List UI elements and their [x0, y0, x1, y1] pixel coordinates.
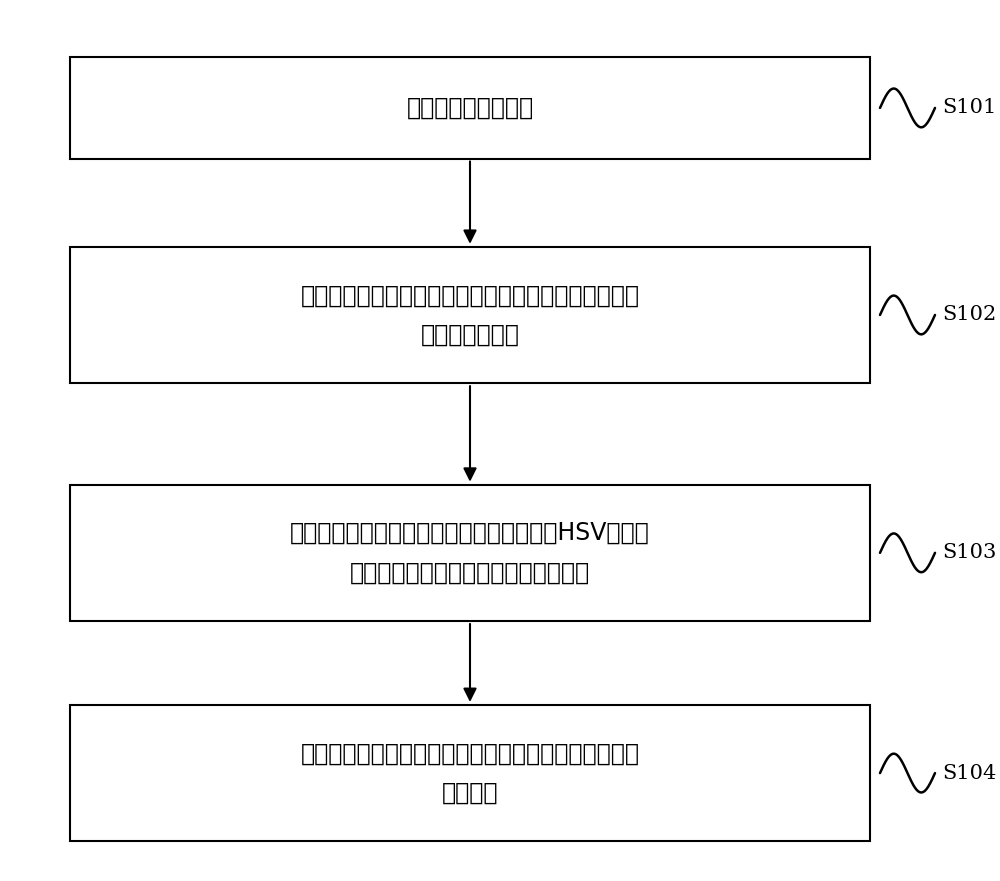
Text: 对获取的视频信息进行图像增强处理，以提高对图像中
果蔬颜色的识别: 对获取的视频信息进行图像增强处理，以提高对图像中 果蔬颜色的识别 [301, 284, 640, 346]
FancyBboxPatch shape [70, 247, 870, 383]
Text: 将增强处理过的图像从三原色光模式转化为HSV色彩属
性模式，以获得所述图像中果蔬的色调: 将增强处理过的图像从三原色光模式转化为HSV色彩属 性模式，以获得所述图像中果蔬… [290, 522, 650, 584]
Text: S102: S102 [942, 306, 996, 324]
FancyBboxPatch shape [70, 57, 870, 159]
Text: S101: S101 [942, 99, 996, 117]
FancyBboxPatch shape [70, 705, 870, 841]
Text: 获取果蔬的视频信息: 获取果蔬的视频信息 [406, 96, 534, 120]
Text: S104: S104 [942, 764, 996, 782]
Text: 根据所述图像中果蔬的色调，对所述图像中果蔬进行成
熟度检测: 根据所述图像中果蔬的色调，对所述图像中果蔬进行成 熟度检测 [301, 742, 640, 804]
Text: S103: S103 [942, 544, 996, 562]
FancyBboxPatch shape [70, 485, 870, 621]
